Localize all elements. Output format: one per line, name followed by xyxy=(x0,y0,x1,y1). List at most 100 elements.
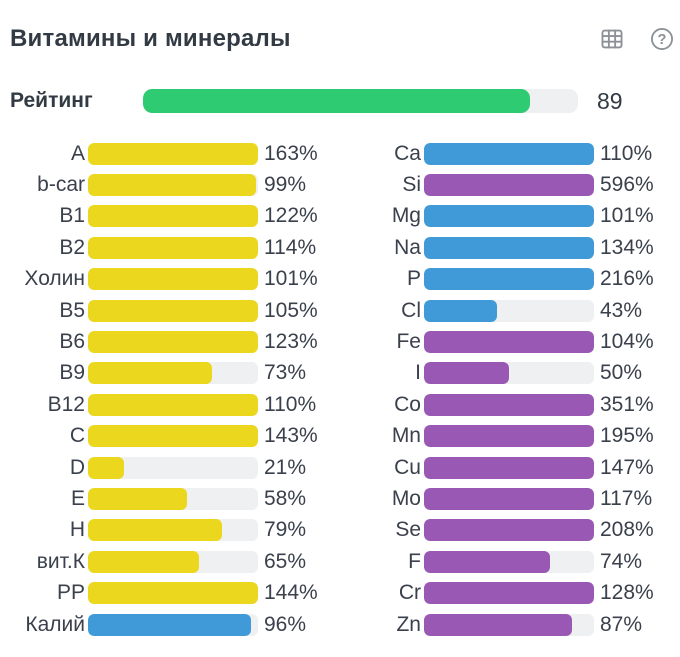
rating-value: 89 xyxy=(597,87,623,114)
row-value: 21% xyxy=(264,455,307,479)
bar-fill xyxy=(88,393,258,416)
row-value: 163% xyxy=(264,141,318,165)
row-label: D xyxy=(69,455,85,479)
bar-fill xyxy=(88,487,187,510)
row-value: 195% xyxy=(600,424,654,448)
chart-row: Калий 96% xyxy=(0,609,335,640)
bar-track xyxy=(88,550,258,573)
bar-track xyxy=(424,205,594,228)
bar-fill xyxy=(88,205,258,228)
header-icons: ? xyxy=(599,26,675,52)
row-value: 134% xyxy=(600,235,654,259)
row-label: вит.К xyxy=(36,549,85,573)
rating-bar-track xyxy=(143,89,578,113)
bar-track xyxy=(424,582,594,605)
bar-fill xyxy=(88,299,258,322)
row-label: Cr xyxy=(398,581,421,605)
bar-track xyxy=(88,205,258,228)
bar-fill xyxy=(88,456,124,479)
row-value: 79% xyxy=(264,518,307,542)
bar-track xyxy=(424,236,594,259)
chart-row: B1 122% xyxy=(0,201,335,232)
bar-track xyxy=(88,299,258,322)
row-value: 122% xyxy=(264,204,318,228)
rating-label: Рейтинг xyxy=(10,89,93,112)
bar-fill xyxy=(88,582,258,605)
row-value: 147% xyxy=(600,455,654,479)
row-value: 596% xyxy=(600,173,654,197)
bar-track xyxy=(424,268,594,291)
row-label: Cu xyxy=(394,455,421,479)
chart-row: A 163% xyxy=(0,138,335,169)
bar-fill xyxy=(424,582,594,605)
chart-row: Cl 43% xyxy=(345,295,680,326)
vitamins-minerals-chart: A 163% b-car 99% B1 122% B2 114% Холин 1… xyxy=(0,138,680,640)
bar-track xyxy=(88,393,258,416)
bar-fill xyxy=(88,550,199,573)
bar-track xyxy=(424,142,594,165)
row-label: Na xyxy=(394,235,421,259)
row-value: 101% xyxy=(600,204,654,228)
bar-track xyxy=(424,331,594,354)
chart-row: D 21% xyxy=(0,452,335,483)
row-label: B12 xyxy=(47,392,85,416)
chart-row: Co 351% xyxy=(345,389,680,420)
bar-fill xyxy=(88,613,252,636)
bar-fill xyxy=(424,487,594,510)
bar-track xyxy=(424,362,594,385)
bar-track xyxy=(88,142,258,165)
bar-track xyxy=(88,582,258,605)
chart-row: b-car 99% xyxy=(0,169,335,200)
bar-fill xyxy=(424,236,594,259)
row-value: 351% xyxy=(600,392,654,416)
chart-row: Холин 101% xyxy=(0,264,335,295)
chart-row: B9 73% xyxy=(0,358,335,389)
row-label: Холин xyxy=(24,267,85,291)
bar-track xyxy=(424,519,594,542)
row-value: 143% xyxy=(264,424,318,448)
bar-track xyxy=(88,174,258,197)
chart-row: F 74% xyxy=(345,546,680,577)
vitamins-column: A 163% b-car 99% B1 122% B2 114% Холин 1… xyxy=(0,138,335,640)
bar-track xyxy=(424,550,594,573)
row-label: Zn xyxy=(396,612,421,636)
help-button[interactable]: ? xyxy=(649,26,675,52)
chart-row: I 50% xyxy=(345,358,680,389)
chart-row: P 216% xyxy=(345,264,680,295)
bar-track xyxy=(424,425,594,448)
chart-row: H 79% xyxy=(0,515,335,546)
chart-row: C 143% xyxy=(0,421,335,452)
row-value: 99% xyxy=(264,173,307,197)
bar-track xyxy=(88,268,258,291)
row-label: I xyxy=(415,361,421,385)
rating-bar-fill xyxy=(143,89,531,113)
row-label: B5 xyxy=(59,298,85,322)
chart-row: Se 208% xyxy=(345,515,680,546)
row-label: B1 xyxy=(59,204,85,228)
row-value: 208% xyxy=(600,518,654,542)
row-label: B2 xyxy=(59,235,85,259)
chart-row: Mo 117% xyxy=(345,483,680,514)
chart-row: Si 596% xyxy=(345,169,680,200)
row-label: H xyxy=(69,518,85,542)
row-value: 50% xyxy=(600,361,643,385)
chart-row: B12 110% xyxy=(0,389,335,420)
row-value: 87% xyxy=(600,612,643,636)
chart-row: Ca 110% xyxy=(345,138,680,169)
bar-track xyxy=(424,393,594,416)
row-label: Калий xyxy=(25,612,85,636)
bar-fill xyxy=(88,174,257,197)
chart-row: B6 123% xyxy=(0,326,335,357)
page-title: Витамины и минералы xyxy=(10,25,291,52)
bar-track xyxy=(88,456,258,479)
bar-fill xyxy=(88,236,258,259)
row-value: 65% xyxy=(264,549,307,573)
row-label: Mo xyxy=(391,486,421,510)
chart-row: Mn 195% xyxy=(345,421,680,452)
bar-fill xyxy=(424,205,594,228)
row-label: Cl xyxy=(401,298,421,322)
bar-fill xyxy=(424,174,594,197)
row-value: 216% xyxy=(600,267,654,291)
table-view-button[interactable] xyxy=(599,26,625,52)
bar-fill xyxy=(424,456,594,479)
